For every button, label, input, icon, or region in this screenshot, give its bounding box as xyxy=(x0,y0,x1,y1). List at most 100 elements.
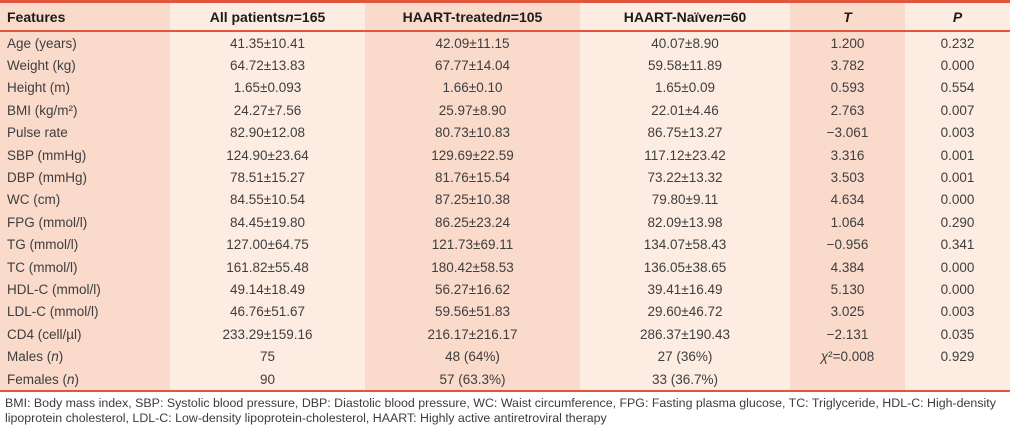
data-cell: −2.131 xyxy=(790,323,905,346)
data-cell: 180.42±58.53 xyxy=(365,255,580,279)
data-cell: 64.72±13.83 xyxy=(170,54,365,77)
table-footnote: BMI: Body mass index, SBP: Systolic bloo… xyxy=(5,396,996,426)
data-cell: 2.763 xyxy=(790,99,905,122)
row-label: DBP (mmHg) xyxy=(0,166,170,189)
column-header-all-patients: All patients n =165 xyxy=(170,3,365,30)
data-cell: 4.384 xyxy=(790,255,905,279)
column-header-haart-naive: HAART-Naïve n =60 xyxy=(580,3,790,30)
data-cell: 3.782 xyxy=(790,54,905,77)
data-cell: 24.27±7.56 xyxy=(170,99,365,122)
row-label: Age (years) xyxy=(0,32,170,55)
data-cell: 84.55±10.54 xyxy=(170,188,365,212)
data-cell: 134.07±58.43 xyxy=(580,233,790,256)
data-cell: 0.000 xyxy=(905,188,1010,212)
row-label: FPG (mmol/l) xyxy=(0,211,170,234)
data-cell: 0.007 xyxy=(905,99,1010,122)
data-cell: 0.003 xyxy=(905,300,1010,324)
data-cell: 29.60±46.72 xyxy=(580,300,790,324)
data-cell: 121.73±69.11 xyxy=(365,233,580,256)
data-cell: 286.37±190.43 xyxy=(580,323,790,346)
row-label: BMI (kg/m²) xyxy=(0,99,170,122)
data-cell: 127.00±64.75 xyxy=(170,233,365,256)
data-cell: 57 (63.3%) xyxy=(365,367,580,391)
data-cell: 1.65±0.093 xyxy=(170,76,365,100)
data-cell: 59.56±51.83 xyxy=(365,300,580,324)
data-cell: 0.003 xyxy=(905,121,1010,144)
data-cell: 40.07±8.90 xyxy=(580,32,790,55)
data-cell: 0.593 xyxy=(790,76,905,100)
data-cell: 4.634 xyxy=(790,188,905,212)
row-label: Pulse rate xyxy=(0,121,170,144)
data-cell: 3.025 xyxy=(790,300,905,324)
data-cell: 129.69±22.59 xyxy=(365,143,580,167)
data-cell: 22.01±4.46 xyxy=(580,99,790,122)
column-header-haart-treated: HAART-treated n =105 xyxy=(365,3,580,30)
data-cell: 5.130 xyxy=(790,278,905,301)
data-cell: 86.75±13.27 xyxy=(580,121,790,144)
row-label: SBP (mmHg) xyxy=(0,143,170,167)
data-cell: 42.09±11.15 xyxy=(365,32,580,55)
data-cell: 0.232 xyxy=(905,32,1010,55)
table-bottom-rule xyxy=(0,390,1010,393)
data-cell: 3.503 xyxy=(790,166,905,189)
row-label: Males (n) xyxy=(0,345,170,368)
data-cell: 67.77±14.04 xyxy=(365,54,580,77)
data-cell: 1.66±0.10 xyxy=(365,76,580,100)
row-label: WC (cm) xyxy=(0,188,170,212)
data-cell: 33 (36.7%) xyxy=(580,367,790,391)
column-header-features: Features xyxy=(0,3,170,30)
data-cell: 3.316 xyxy=(790,143,905,167)
data-cell: 124.90±23.64 xyxy=(170,143,365,167)
data-cell: 25.97±8.90 xyxy=(365,99,580,122)
data-cell: χ ²=0.008 xyxy=(790,345,905,368)
data-cell: 81.76±15.54 xyxy=(365,166,580,189)
data-cell: 48 (64%) xyxy=(365,345,580,368)
data-cell: 39.41±16.49 xyxy=(580,278,790,301)
data-cell: 59.58±11.89 xyxy=(580,54,790,77)
data-cell: 117.12±23.42 xyxy=(580,143,790,167)
row-label: Females (n) xyxy=(0,367,170,391)
data-cell: 233.29±159.16 xyxy=(170,323,365,346)
data-cell: 73.22±13.32 xyxy=(580,166,790,189)
data-cell: 84.45±19.80 xyxy=(170,211,365,234)
data-cell: 1.064 xyxy=(790,211,905,234)
row-label: HDL-C (mmol/l) xyxy=(0,278,170,301)
data-cell: 78.51±15.27 xyxy=(170,166,365,189)
data-cell: 136.05±38.65 xyxy=(580,255,790,279)
data-cell: 0.000 xyxy=(905,278,1010,301)
data-cell: 0.035 xyxy=(905,323,1010,346)
data-cell: 79.80±9.11 xyxy=(580,188,790,212)
data-cell: 0.341 xyxy=(905,233,1010,256)
data-cell: 0.001 xyxy=(905,143,1010,167)
data-cell: 46.76±51.67 xyxy=(170,300,365,324)
data-cell: 0.001 xyxy=(905,166,1010,189)
data-cell: 82.09±13.98 xyxy=(580,211,790,234)
table-header-row: Features All patients n =165 HAART-treated … xyxy=(0,3,1010,32)
column-header-p: P xyxy=(905,3,1010,30)
data-cell: 86.25±23.24 xyxy=(365,211,580,234)
data-cell: 216.17±216.17 xyxy=(365,323,580,346)
data-cell: 87.25±10.38 xyxy=(365,188,580,212)
data-cell: 0.929 xyxy=(905,345,1010,368)
data-cell xyxy=(905,367,1010,391)
data-cell: 27 (36%) xyxy=(580,345,790,368)
data-cell: 90 xyxy=(170,367,365,391)
row-label: Height (m) xyxy=(0,76,170,100)
data-cell: 0.000 xyxy=(905,54,1010,77)
table-top-rule xyxy=(0,0,1010,3)
data-cell: 1.200 xyxy=(790,32,905,55)
row-label: TC (mmol/l) xyxy=(0,255,170,279)
data-cell: 0.000 xyxy=(905,255,1010,279)
data-cell: 161.82±55.48 xyxy=(170,255,365,279)
data-cell: 49.14±18.49 xyxy=(170,278,365,301)
data-cell: 82.90±12.08 xyxy=(170,121,365,144)
row-label: LDL-C (mmol/l) xyxy=(0,300,170,324)
data-cell: 0.290 xyxy=(905,211,1010,234)
data-cell: 80.73±10.83 xyxy=(365,121,580,144)
data-cell xyxy=(790,367,905,391)
data-cell: −0.956 xyxy=(790,233,905,256)
table-body: Age (years) 41.35±10.41 42.09±11.15 40.07±8… xyxy=(0,32,1010,391)
data-cell: 0.554 xyxy=(905,76,1010,100)
data-cell: 75 xyxy=(170,345,365,368)
